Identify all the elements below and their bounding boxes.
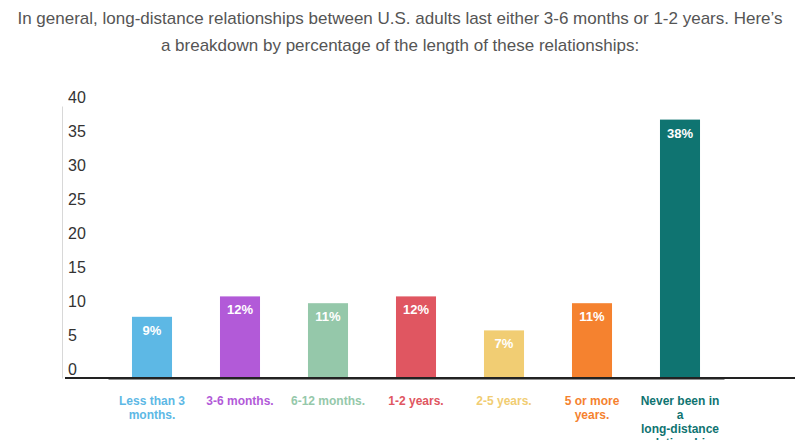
text-line: months. <box>129 408 176 422</box>
y-tick: 15 <box>62 259 86 276</box>
x-tick-label: 5 or moreyears. <box>565 394 620 422</box>
x-tick-label: 1-2 years. <box>388 394 443 408</box>
y-axis: 0 5 10 15 20 25 30 35 40 <box>62 89 86 378</box>
bars <box>132 120 700 378</box>
data-labels: 9% 12% 11% 12% 7% 11% 38% <box>143 126 694 352</box>
bar <box>220 296 260 378</box>
text-line: long-distance <box>641 422 719 436</box>
y-axis-line <box>62 107 63 379</box>
text-line: Never been in <box>641 394 720 408</box>
data-label: 11% <box>579 309 605 324</box>
y-tick-label: 20 <box>68 225 86 242</box>
y-tick: 40 <box>62 89 86 106</box>
y-tick: 35 <box>62 123 86 140</box>
chart-svg: In general, long-distance relationships … <box>0 0 800 440</box>
y-tick-label: 15 <box>68 259 86 276</box>
text-line: 5 or more <box>565 394 620 408</box>
x-tick: Less than 3months. <box>119 378 185 422</box>
bar <box>308 303 348 378</box>
y-tick: 30 <box>62 157 86 174</box>
x-tick: 6-12 months. <box>291 378 365 408</box>
y-tick: 20 <box>62 225 86 242</box>
x-tick-label: Less than 3months. <box>119 394 185 422</box>
text-line: Less than 3 <box>119 394 185 408</box>
text-line: 2-5 years. <box>476 394 531 408</box>
text-line: a <box>677 408 684 422</box>
data-label: 7% <box>495 336 514 351</box>
chart-container: In general, long-distance relationships … <box>0 0 800 440</box>
text-line: years. <box>575 408 610 422</box>
bar <box>572 303 612 378</box>
data-label: 12% <box>403 302 429 317</box>
x-tick: Never been inalong-distancerelationship. <box>641 378 720 440</box>
y-tick: 10 <box>62 293 86 310</box>
x-tick-label: Never been inalong-distancerelationship. <box>641 394 720 440</box>
y-tick-label: 25 <box>68 191 86 208</box>
data-label: 12% <box>227 302 253 317</box>
text-line: 1-2 years. <box>388 394 443 408</box>
x-axis: Less than 3months. 3-6 months. 6-12 months… <box>109 378 725 440</box>
bar <box>660 120 700 378</box>
text-line: relationship. <box>644 436 715 440</box>
y-tick: 0 <box>62 361 77 378</box>
text-line: 3-6 months. <box>206 394 273 408</box>
text-line: a breakdown by percentage of the length … <box>161 36 639 55</box>
x-tick: 3-6 months. <box>206 378 273 408</box>
data-label: 11% <box>315 309 341 324</box>
y-tick: 25 <box>62 191 86 208</box>
x-tick: 5 or moreyears. <box>565 378 620 422</box>
x-axis-line <box>109 378 725 380</box>
text-line: In general, long-distance relationships … <box>17 9 782 28</box>
data-label: 38% <box>667 126 693 141</box>
x-tick-label: 6-12 months. <box>291 394 365 408</box>
bar <box>396 296 436 378</box>
y-tick: 5 <box>62 327 77 344</box>
y-tick-label: 0 <box>68 361 77 378</box>
y-tick-label: 10 <box>68 293 86 310</box>
y-tick-label: 40 <box>68 89 86 106</box>
x-tick-label: 2-5 years. <box>476 394 531 408</box>
chart-title: In general, long-distance relationships … <box>17 9 782 55</box>
y-tick-label: 5 <box>68 327 77 344</box>
x-tick-label: 3-6 months. <box>206 394 273 408</box>
data-label: 9% <box>143 323 162 338</box>
text-line: 6-12 months. <box>291 394 365 408</box>
bar <box>132 317 172 378</box>
x-tick: 1-2 years. <box>388 378 443 408</box>
bar <box>484 330 524 378</box>
x-tick: 2-5 years. <box>476 378 531 408</box>
baseline <box>65 377 795 379</box>
y-tick-label: 35 <box>68 123 86 140</box>
y-tick-label: 30 <box>68 157 86 174</box>
